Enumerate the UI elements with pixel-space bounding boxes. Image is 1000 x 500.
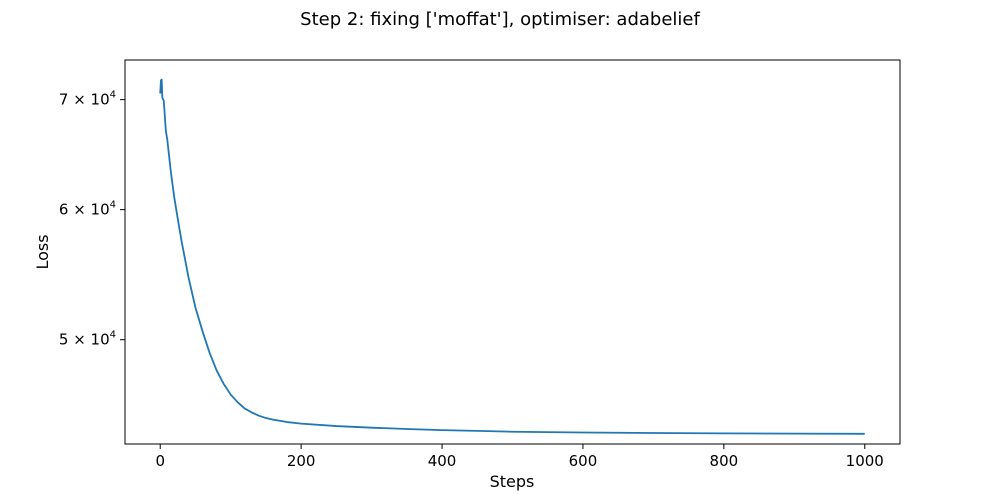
x-tick-label: 800: [710, 452, 739, 470]
plot-line-layer: [159, 78, 865, 435]
y-tick-times-sign: ×: [68, 91, 90, 109]
x-axis-ticks: 0 200 400 600 800 1000: [155, 444, 884, 470]
y-tick-times-sign: ×: [68, 201, 90, 219]
loss-series-line-0: [159, 78, 865, 435]
x-tick-label: 0: [155, 452, 165, 470]
y-tick-exponent: 4: [110, 200, 116, 211]
y-tick-base: 10: [91, 331, 110, 349]
y-tick-base: 10: [91, 201, 110, 219]
x-tick-label: 600: [569, 452, 598, 470]
chart-title: Step 2: fixing ['moffat'], optimiser: ad…: [300, 9, 700, 30]
y-tick-exponent: 4: [110, 90, 116, 101]
x-tick-label: 400: [428, 452, 457, 470]
y-tick-mantissa: 7: [59, 91, 69, 109]
y-tick-mantissa: 5: [59, 331, 69, 349]
y-tick-label: 6 × 104: [59, 200, 116, 219]
y-tick-label: 7 × 104: [59, 90, 116, 109]
x-tick-label: 1000: [846, 452, 884, 470]
x-tick-label: 200: [287, 452, 316, 470]
x-axis-label: Steps: [490, 472, 535, 491]
y-tick-exponent: 4: [110, 330, 116, 341]
axes-frame: [124, 59, 901, 445]
y-axis-label: Loss: [33, 234, 52, 269]
y-tick-base: 10: [91, 91, 110, 109]
y-tick-mantissa: 6: [59, 201, 69, 219]
y-tick-times-sign: ×: [68, 331, 90, 349]
y-tick-label: 5 × 104: [59, 330, 116, 349]
